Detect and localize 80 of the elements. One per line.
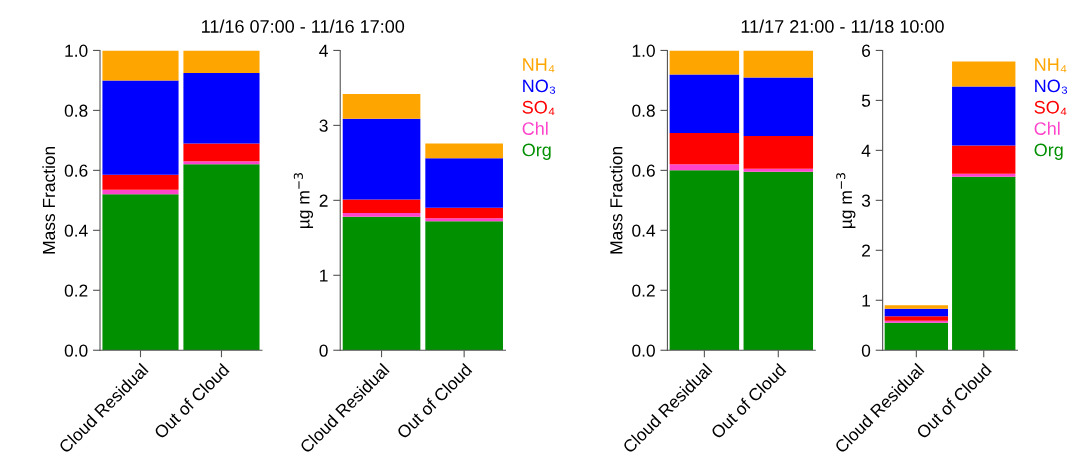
bar xyxy=(342,216,421,351)
bar xyxy=(183,161,260,165)
bar xyxy=(425,218,503,222)
y-tick-label: 4 xyxy=(861,144,871,157)
bar xyxy=(669,164,740,171)
bar xyxy=(884,320,949,323)
bar xyxy=(102,80,179,175)
bar xyxy=(884,308,949,317)
bar xyxy=(743,168,814,172)
bar xyxy=(183,72,260,144)
text: 11/16 07:00 - 11/16 17:00 xyxy=(202,19,405,33)
y-tick-label: 5 xyxy=(861,94,871,107)
y-tick-label: 0 xyxy=(861,344,871,357)
y-tick-label: 0.6 xyxy=(64,164,88,177)
bar xyxy=(952,145,1016,174)
bar xyxy=(669,50,740,75)
y-tick-label: 0.8 xyxy=(64,104,88,117)
bar xyxy=(102,189,179,195)
y-tick-label: 1 xyxy=(320,269,328,282)
text: NH₄ xyxy=(523,58,555,73)
bar xyxy=(183,143,260,162)
bar xyxy=(952,173,1016,177)
y-axis-title: Mass Fraction xyxy=(609,146,623,254)
series-label: Org xyxy=(1034,143,1063,160)
text: Chl xyxy=(522,121,548,135)
y-tick-label: 0 xyxy=(319,344,328,357)
y-tick-label: 4 xyxy=(319,44,328,57)
y-tick-label: 0.2 xyxy=(64,284,88,297)
y-tick-label: 2 xyxy=(319,194,328,207)
text: Chl xyxy=(1034,121,1060,135)
y-tick-label: 0.4 xyxy=(64,224,88,237)
y-tick-label: 0.0 xyxy=(632,344,655,357)
bar xyxy=(183,164,260,351)
y-tick-label: 0.2 xyxy=(632,284,655,297)
y-tick-label: 3 xyxy=(861,194,871,207)
bar xyxy=(425,158,503,208)
bar xyxy=(884,322,949,351)
text: SO₄ xyxy=(522,100,555,116)
bar xyxy=(952,86,1016,146)
y-axis-title: µg m$^{−3}$ xyxy=(293,173,314,228)
bar xyxy=(425,221,503,351)
bar xyxy=(425,207,503,219)
series-label: NO₃ xyxy=(1035,79,1068,94)
y-tick-label: 1.0 xyxy=(632,44,655,57)
bar xyxy=(743,50,814,78)
text: NO₃ xyxy=(523,79,556,94)
bar xyxy=(342,213,421,217)
y-tick-label: 0.8 xyxy=(632,104,655,117)
bar xyxy=(952,61,1016,87)
bar xyxy=(884,316,949,321)
y-tick-label: 0.4 xyxy=(632,224,656,237)
bar xyxy=(743,77,814,136)
bar xyxy=(183,50,260,73)
bar xyxy=(669,132,740,165)
bar xyxy=(102,194,179,351)
bar xyxy=(342,199,421,214)
y-tick-label: 6 xyxy=(862,44,871,57)
bar xyxy=(669,170,740,351)
y-tick-label: 1.0 xyxy=(65,44,88,57)
y-tick-label: 0.0 xyxy=(64,344,88,357)
bar xyxy=(102,50,179,81)
y-axis-title: µg m$^{−3}$ xyxy=(836,173,856,228)
y-tick-label: 1 xyxy=(862,294,870,307)
series-label: SO₄ xyxy=(1034,100,1067,116)
chart-title: 11/17 21:00 - 11/18 10:00 xyxy=(741,19,944,33)
bar xyxy=(743,135,814,169)
bar xyxy=(743,171,814,351)
bar xyxy=(425,143,503,159)
bar xyxy=(342,118,421,200)
bar xyxy=(342,93,421,119)
series-label: NH₄ xyxy=(1035,58,1067,73)
text: Org xyxy=(522,143,551,160)
bar xyxy=(669,74,740,133)
bar xyxy=(102,174,179,190)
bar xyxy=(952,176,1016,351)
y-tick-label: 0.6 xyxy=(632,164,655,177)
y-axis-title: Mass Fraction xyxy=(42,146,56,254)
bar xyxy=(884,305,949,309)
y-tick-label: 2 xyxy=(862,244,870,257)
y-tick-label: 3 xyxy=(319,119,328,132)
